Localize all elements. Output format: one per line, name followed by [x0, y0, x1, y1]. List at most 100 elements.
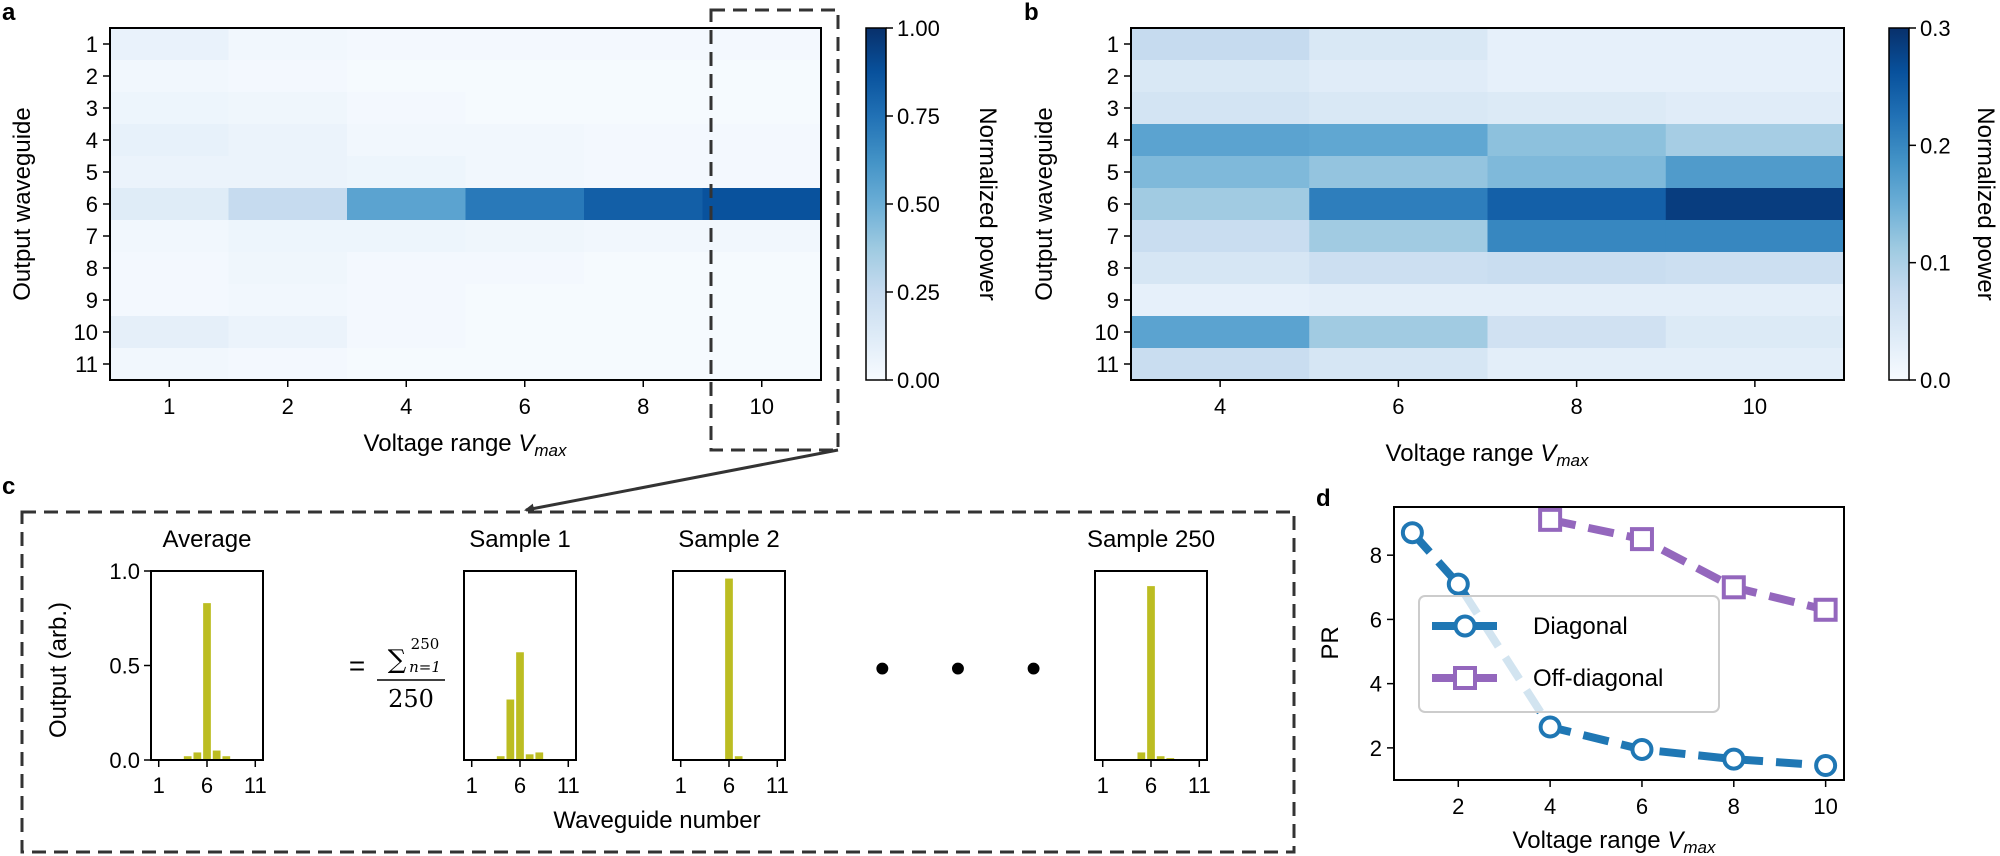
equation-denominator: 250	[388, 685, 434, 713]
legend-items: Diagonal Off-diagonal	[1432, 613, 1663, 692]
heatmap-cell	[110, 220, 229, 253]
bar	[212, 750, 221, 760]
heatmap-cell	[465, 252, 585, 285]
heatmap-cell	[1487, 316, 1667, 349]
heatmap-cell	[228, 284, 348, 317]
bar-x-tick-label: 11	[557, 773, 580, 798]
heatmap-cell	[110, 28, 229, 61]
y-tick-label: 5	[1107, 160, 1119, 185]
bar-x-tick-label: 11	[244, 773, 267, 798]
series-marker	[1629, 527, 1654, 552]
y-tick-label: 8	[86, 256, 98, 281]
heatmap-cell	[110, 60, 229, 93]
colorbar-tick-label: 1.00	[897, 16, 940, 41]
y-tick-label: 1	[86, 32, 98, 57]
bar-subplot-title: Sample 250	[1087, 526, 1215, 553]
heatmap-cell	[347, 220, 466, 253]
heatmap-cell	[110, 284, 229, 317]
bar-x-tick-label: 11	[766, 773, 789, 798]
colorbar-b	[1888, 27, 1910, 381]
heatmap-cell	[702, 284, 822, 317]
y-tick-label: 6	[1370, 607, 1382, 632]
heatmap-cell	[1309, 124, 1488, 157]
x-tick-label: 8	[1571, 394, 1583, 419]
series-marker	[1813, 597, 1838, 622]
heatmap-cell	[702, 220, 822, 253]
heatmap-cell	[1131, 348, 1310, 381]
equation-sum-upper: 250	[411, 635, 440, 653]
y-tick-label: 10	[74, 320, 98, 345]
equation-sum-symbol: ∑	[388, 645, 407, 675]
x-tick-label: 4	[1214, 394, 1226, 419]
y-tick-label: 11	[75, 352, 98, 377]
bar-x-tick-label: 6	[514, 773, 526, 798]
heatmap-cell	[1309, 28, 1488, 61]
legend: Diagonal Off-diagonal	[1418, 595, 1720, 713]
heatmap-cell	[1487, 220, 1667, 253]
panel-letter-b: b	[1024, 0, 1039, 26]
y-tick-label: 1	[1107, 32, 1119, 57]
bar-xlabel: Waveguide number	[553, 807, 760, 834]
x-tick-label: 8	[1728, 794, 1740, 819]
heatmap-cell	[584, 92, 703, 125]
y-tick-label: 9	[1107, 288, 1119, 313]
heatmap-cell	[110, 188, 229, 221]
x-tick-label: 6	[519, 394, 531, 419]
heatmap-a-y-ticks: 1 2 3 4 5 6 7 8 9 10 11	[74, 32, 110, 377]
heatmap-cell	[584, 124, 703, 157]
bar-subplot: Sample 1 1 6 11	[463, 526, 580, 798]
heatmap-cell	[228, 92, 348, 125]
y-tick-label: 8	[1107, 256, 1119, 281]
heatmap-cell	[110, 124, 229, 157]
heatmap-cell	[702, 252, 822, 285]
bar	[725, 578, 733, 760]
heatmap-cell	[465, 92, 585, 125]
heatmap-cell	[1487, 188, 1667, 221]
x-tick-label: 2	[1452, 794, 1464, 819]
highlight-arrow	[524, 448, 839, 514]
equation: = ∑ 250 n=1 250	[349, 635, 445, 713]
heatmap-b-ylabel: Output waveguide	[1031, 107, 1058, 300]
heatmap-cell	[1665, 284, 1845, 317]
series-marker	[1630, 737, 1654, 761]
heatmap-cell	[702, 156, 822, 189]
heatmap-cell	[228, 220, 348, 253]
colorbar-a-ticks: 0.00 0.25 0.50 0.75 1.00	[886, 16, 940, 393]
bar-x-tick-label: 1	[675, 773, 687, 798]
colorbar-tick-label: 0.00	[897, 368, 940, 393]
panel-letter-c: c	[2, 473, 15, 500]
heatmap-cell	[1131, 284, 1310, 317]
bar-x-tick-label: 1	[1097, 773, 1109, 798]
heatmap-b-x-ticks: 4 6 8 10	[1214, 380, 1767, 419]
heatmap-cell	[228, 28, 348, 61]
heatmap-cell	[347, 316, 466, 349]
heatmap-cell	[584, 316, 703, 349]
x-tick-label: 10	[1813, 794, 1837, 819]
colorbar-a-label: Normalized power	[974, 107, 1001, 300]
equation-sum-lower: n=1	[409, 658, 441, 676]
line-ylabel: PR	[1317, 626, 1344, 659]
line-panel-d: 2 4 6 8 10 2 4 6 8 Voltage range Vmax PR Diagon…	[1317, 506, 1845, 856]
bar-subplot-title: Sample 2	[678, 526, 779, 553]
bar-y-tick-label: 0.5	[109, 654, 140, 679]
heatmap-cell	[702, 28, 822, 61]
y-tick-label: 6	[1107, 192, 1119, 217]
heatmap-cell	[1131, 124, 1310, 157]
heatmap-cell	[1665, 60, 1845, 93]
heatmap-a-xlabel: Voltage range Vmax	[364, 430, 567, 460]
heatmap-cell	[1487, 156, 1667, 189]
heatmap-cell	[228, 124, 348, 157]
heatmap-cell	[110, 156, 229, 189]
ellipsis-dots: • • •	[875, 644, 1066, 693]
series-marker	[1400, 521, 1424, 545]
heatmap-cell	[702, 348, 822, 381]
heatmap-cell	[702, 60, 822, 93]
heatmap-cell	[1487, 60, 1667, 93]
heatmap-cell	[465, 156, 585, 189]
line-plot-frame	[1393, 506, 1845, 781]
heatmap-cell	[1309, 252, 1488, 285]
series-line	[1549, 515, 1827, 614]
bar	[496, 756, 505, 760]
y-tick-label: 10	[1095, 320, 1119, 345]
